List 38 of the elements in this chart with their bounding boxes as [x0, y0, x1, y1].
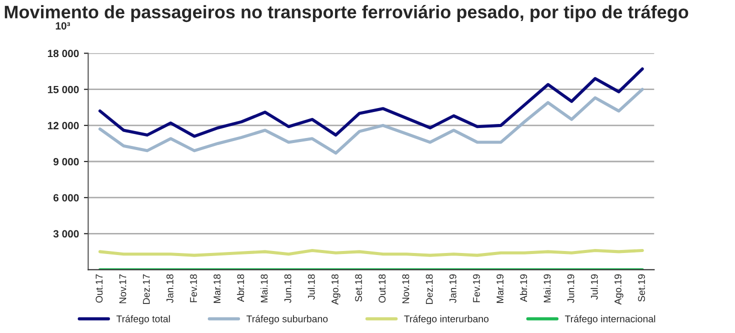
x-tick-label: Abr.19 [520, 274, 528, 302]
y-tick-label: 18 000 [48, 50, 79, 58]
legend-label: Tráfego total [116, 315, 170, 324]
x-tick-label: Dez.17 [142, 274, 150, 304]
x-tick-label: Fev.18 [190, 274, 197, 302]
x-tick-label: Dez.18 [426, 274, 433, 304]
x-tick-label: Nov.17 [119, 274, 126, 304]
x-tick-label: Jul.18 [308, 274, 315, 300]
y-tick-label: 9 000 [53, 158, 79, 166]
y-tick-label: 6 000 [53, 194, 79, 202]
legend-label: Tráfego suburbano [246, 315, 328, 324]
x-tick-label: Set.19 [638, 274, 645, 302]
y-tick-label: 3 000 [53, 230, 79, 238]
x-tick-label: Mar.18 [214, 274, 221, 303]
x-tick-label: Fev.19 [473, 274, 480, 302]
x-tick-label: Mai.19 [544, 274, 551, 302]
y-axis-title: 10³ [56, 22, 70, 30]
x-tick-label: Mar.19 [496, 274, 504, 303]
x-tick-label: Jul.19 [590, 274, 598, 300]
x-tick-label: Out.18 [378, 274, 386, 303]
x-tick-label: Out.17 [96, 274, 103, 303]
x-tick-label: Set.18 [355, 274, 362, 302]
x-tick-label: Jun.18 [284, 274, 292, 303]
x-tick-label: Jun.19 [567, 274, 574, 303]
y-tick-label: 12 000 [48, 122, 79, 130]
x-tick-label: Ago.19 [614, 274, 624, 305]
legend-label: Tráfego internacional [564, 315, 656, 324]
y-tick-label: 15 000 [48, 86, 79, 94]
x-tick-label: Jan.19 [449, 274, 456, 303]
legend-label: Tráfego interurbano [404, 315, 489, 324]
x-tick-label: Abr.18 [236, 274, 244, 302]
x-tick-label: Mai.18 [260, 274, 268, 302]
chart-title: Movimento de passageiros no transporte ferroviário pesado, por tipo de tráfego [4, 4, 688, 22]
x-tick-label: Ago.18 [332, 274, 340, 305]
x-tick-label: Jan.18 [166, 274, 174, 303]
line-series [98, 67, 644, 138]
x-tick-label: Nov.18 [402, 274, 410, 304]
line-series [98, 88, 644, 155]
